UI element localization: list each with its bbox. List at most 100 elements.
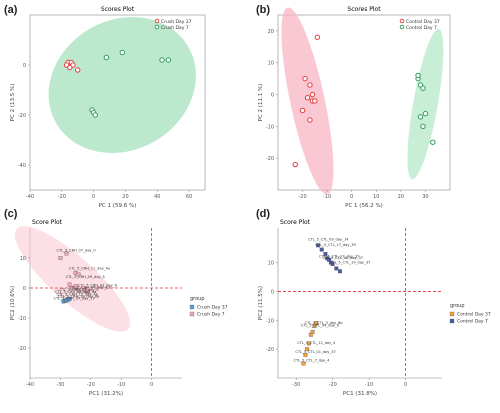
legend-label: Crush Day 37 [161,19,192,25]
data-point [159,57,165,63]
data-point [420,85,426,91]
point-label: CTL_5_CRH_07_day_0 [56,249,96,253]
y-axis-label: PC2 (11.5%) [258,286,264,320]
data-point [310,329,315,334]
point-label: CTL_5_CTL_04_day_9 [301,324,340,328]
data-point [58,256,63,260]
panel-label-b: (b) [256,4,271,16]
y-tick-label: -10 [18,316,26,322]
y-axis-label: PC2 (10.6%) [10,286,16,320]
y-tick-label: -20 [18,346,26,352]
x-tick-label: 10 [373,194,379,200]
confidence-ellipse [14,226,131,332]
x-axis-label: PC 1 (59.6 %) [99,203,137,209]
data-point [319,247,324,252]
data-point [305,347,310,352]
data-point [64,251,69,256]
point-label: CTL_5_CRH_08_day_6a [55,290,96,294]
y-tick-label: -20 [266,347,274,353]
point-label: CTL_5_CTL_19_day_37 [330,260,370,264]
data-point [292,161,298,168]
data-point [67,297,72,302]
x-tick-label: 60 [186,194,192,200]
x-tick-label: 0 [92,194,95,200]
x-tick-label: 0 [404,382,407,388]
confidence-ellipse [281,7,334,195]
point-label: CTL_5_CRH_03_day_0 [60,288,100,292]
x-tick-label: 0 [150,382,153,388]
data-point [309,91,316,98]
chart-title: Score Plot [32,219,63,226]
x-axis-label: PC 1 (56.2 %) [345,203,383,209]
x-tick-label: -30 [56,382,64,388]
y-axis-label: PC 2 (13.5 %) [10,84,16,122]
data-point [92,112,98,118]
x-tick-label: -30 [292,382,300,388]
data-point [307,117,313,123]
data-point [299,107,306,114]
x-tick-label: 20 [398,194,404,200]
panel-label-a: (a) [4,4,18,16]
legend-label: Crush Day 37 [197,305,228,311]
legend-marker [189,304,195,310]
legend-label: Crush Day 7 [161,25,189,31]
x-tick-label: 30 [422,194,428,200]
y-tick-label: 10 [20,256,26,262]
data-point [420,123,426,130]
data-point [75,67,81,73]
legend-label: Crush Day 7 [197,312,225,318]
chart-title: Score Plot [280,219,311,226]
chart-0: Scores Plot -40 -20 0 20 40 60 -40 -20 0 PC 1 (59.… [10,6,206,209]
x-axis-label: PC1 (31.2%) [89,391,123,397]
data-point [314,34,321,40]
y-tick-label: -20 [18,113,26,119]
y-tick-label: -10 [266,318,274,324]
data-point [303,352,308,357]
legend-marker [449,318,455,324]
legend-title: group [450,303,465,309]
x-tick-label: 20 [122,194,128,200]
data-point [67,282,72,287]
x-tick-label: -10 [117,382,125,388]
data-point [304,95,311,101]
data-point [76,288,81,293]
point-label: CTL_5_CRH_12_day_4b [56,292,98,296]
y-tick-label: 0 [271,289,274,295]
data-point [302,75,308,82]
data-point [103,54,110,61]
data-point [312,98,318,104]
point-label: CTL_5_CTL_27_day_37 [319,255,359,259]
y-tick-label: -10 [266,124,274,130]
data-point [301,361,306,366]
data-point [330,262,335,267]
confidence-ellipse [407,28,444,180]
x-tick-label: -20 [298,194,306,200]
data-point [85,289,90,294]
point-label: CTL_5_CTL_12_day_4 [297,341,336,345]
data-point [430,139,436,145]
point-label: CTL_5_CTL_06_day_37 [323,256,363,260]
data-point [422,110,429,117]
y-tick-label: 10 [268,261,274,267]
y-tick-label: 0 [23,63,26,69]
point-label: CTL_5_CTL_3_day_6b [304,321,343,325]
x-tick-label: 0 [350,194,353,200]
point-label: CTL_5_CTL_17_day_39 [315,243,356,247]
chart-3: Score Plot -30 -20 -10 0 -20 -10 0 10 PC1 (31.8%)… [258,219,491,397]
point-label: CTL_5_CRH_02_day_6 [78,284,118,288]
data-point [415,72,421,79]
legend-marker [399,24,405,30]
y-tick-label: -20 [266,156,274,162]
legend-label: Control Day 7 [457,319,488,325]
x-tick-label: -20 [87,382,95,388]
x-tick-label: -10 [323,194,331,200]
chart-title: Scores Plot [101,6,135,13]
data-point [119,49,125,56]
chart-2: Score Plot -40 -30 -20 -10 0 -20 -10 0 10 PC1 (31.… [10,219,228,397]
point-label: CTL_5_CRH_09_day_5 [66,275,105,279]
y-axis-label: PC 2 (11.1 %) [258,84,264,122]
point-label: CTL_5_CRH_04_day_13 [69,285,110,289]
point-label: CTL_5_CTL_01_day_37 [295,350,335,354]
x-tick-label: -20 [58,194,66,200]
data-point [314,321,319,326]
